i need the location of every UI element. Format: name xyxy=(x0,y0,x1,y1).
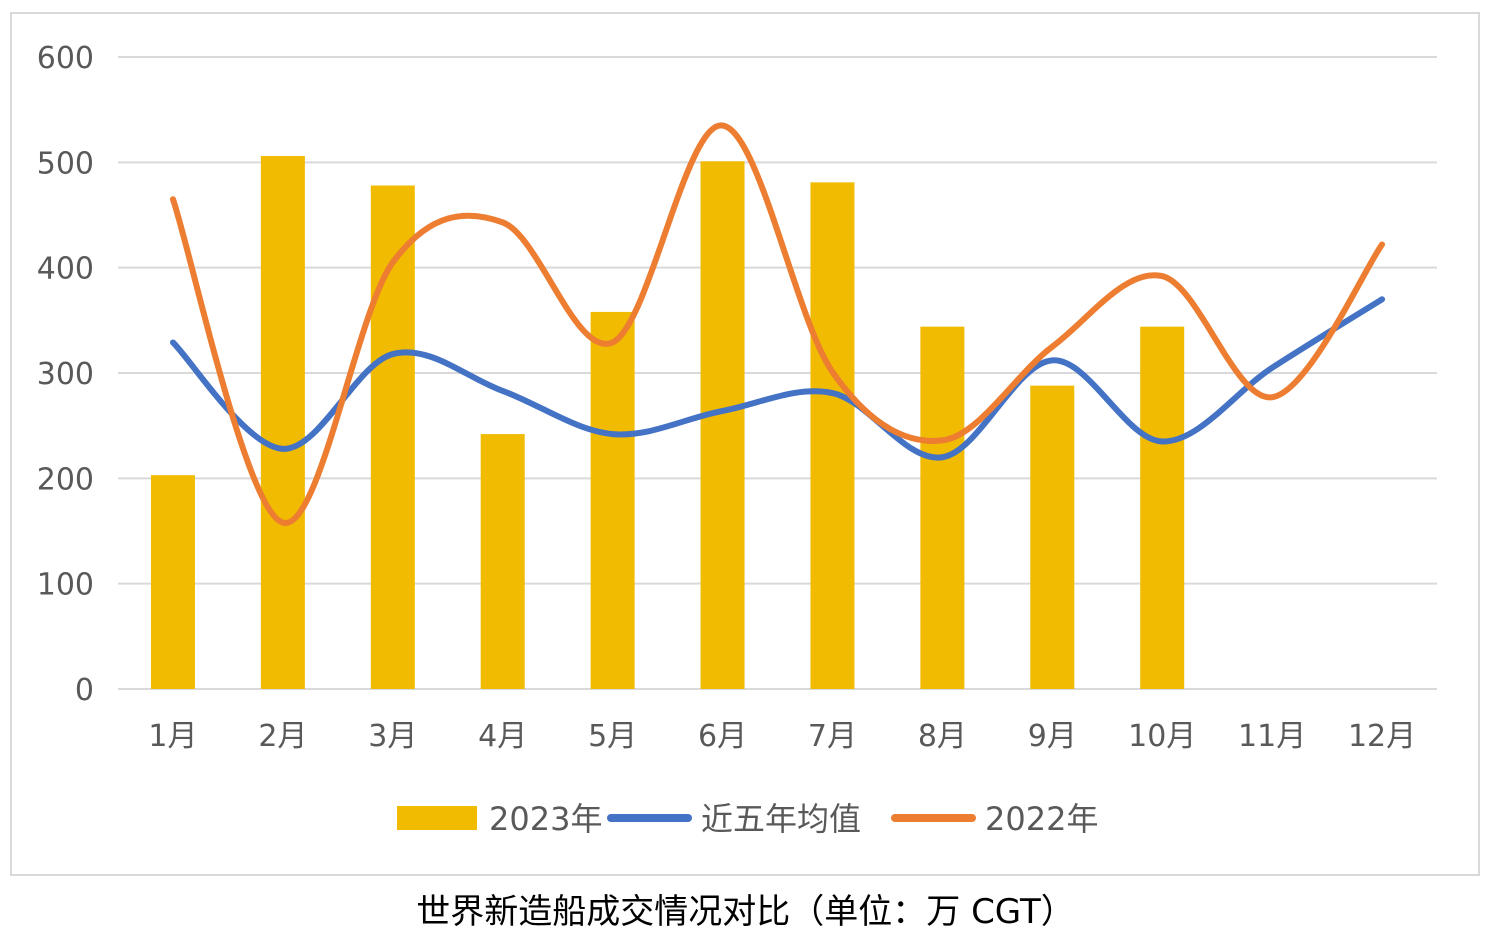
legend: 2023年 近五年均值 2022年 xyxy=(397,800,1098,838)
bar-9 xyxy=(1030,385,1075,689)
chart-caption: 世界新造船成交情况对比（单位：万 CGT） xyxy=(416,892,1075,932)
x-tick-label-6: 6月 xyxy=(698,719,747,754)
x-tick-label-11: 11月 xyxy=(1238,719,1306,754)
legend-swatch-2023 xyxy=(397,806,477,830)
bar-3 xyxy=(370,185,415,690)
bar-1 xyxy=(150,475,195,689)
y-tick-label-500: 500 xyxy=(37,146,94,181)
y-tick-label-100: 100 xyxy=(37,568,94,603)
chart-frame xyxy=(10,12,1480,876)
legend-label-2023: 2023年 xyxy=(489,800,602,838)
x-tick-label-3: 3月 xyxy=(368,719,417,754)
y-axis-ticks: 0 100 200 300 400 500 600 xyxy=(37,41,94,708)
y-tick-label-0: 0 xyxy=(75,673,94,708)
y-tick-label-200: 200 xyxy=(37,462,94,497)
y-tick-label-300: 300 xyxy=(37,357,94,392)
x-tick-label-4: 4月 xyxy=(478,719,527,754)
x-tick-label-10: 10月 xyxy=(1128,719,1196,754)
x-tick-label-9: 9月 xyxy=(1028,719,1077,754)
bar-6 xyxy=(700,161,745,689)
x-axis-ticks: 1月 2月 3月 4月 5月 6月 7月 8月 9月 10月 11月 12月 xyxy=(148,719,1416,754)
bar-2 xyxy=(260,156,305,690)
y-tick-label-400: 400 xyxy=(37,252,94,287)
gridlines xyxy=(118,56,1437,690)
lines xyxy=(169,122,1386,526)
bar-7 xyxy=(810,182,855,689)
x-tick-label-5: 5月 xyxy=(588,719,637,754)
bar-8 xyxy=(920,326,965,689)
bar-10 xyxy=(1140,326,1185,689)
y-tick-label-600: 600 xyxy=(37,41,94,76)
line-2022 xyxy=(169,122,1386,526)
x-tick-label-2: 2月 xyxy=(258,719,307,754)
x-tick-label-1: 1月 xyxy=(148,719,197,754)
x-tick-label-12: 12月 xyxy=(1348,719,1416,754)
x-tick-label-8: 8月 xyxy=(918,719,967,754)
legend-label-2022: 2022年 xyxy=(985,800,1098,838)
bar-4 xyxy=(480,434,525,689)
x-tick-label-7: 7月 xyxy=(808,719,857,754)
bars-2023 xyxy=(150,156,1185,690)
bar-5 xyxy=(590,311,635,689)
line-five-year-average xyxy=(169,296,1386,461)
legend-label-five-year-average: 近五年均值 xyxy=(701,800,861,838)
